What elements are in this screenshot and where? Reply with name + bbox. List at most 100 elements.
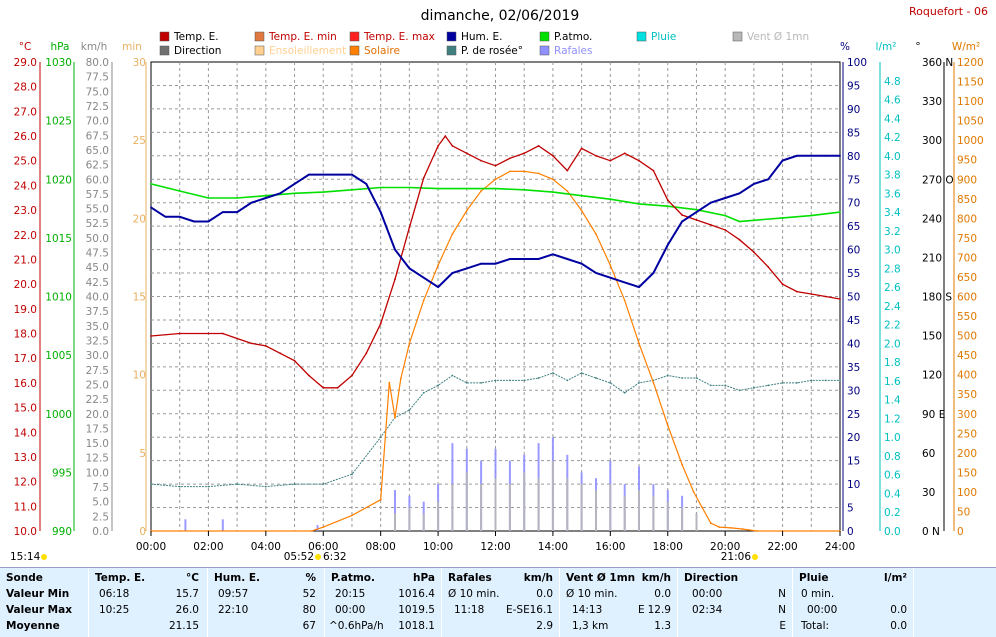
wind_kmh-tick-label: 47.5	[86, 248, 109, 260]
wind-bar	[551, 460, 554, 531]
temp_c-tick-label: 16.0	[14, 378, 37, 390]
series-point	[408, 226, 411, 229]
series-point	[465, 187, 468, 190]
series-point	[580, 372, 583, 374]
series-point	[810, 214, 813, 217]
series-point	[509, 170, 511, 173]
rain_lm2-tick-label: 3.8	[884, 170, 901, 182]
summary-sonde-title: Sonde	[6, 572, 43, 584]
temp_c-tick-label: 28.0	[14, 82, 37, 94]
direction_deg-tick-label: 30	[922, 487, 935, 499]
series-point	[351, 473, 353, 476]
wind-bar	[566, 478, 569, 531]
series-point	[451, 233, 454, 235]
humidity_pct-tick-label: 40	[847, 338, 860, 350]
series-point	[322, 483, 325, 485]
solar_wm2-tick-label: 850	[957, 194, 977, 206]
legend-label: Ensoleillement	[269, 45, 346, 57]
series-point	[236, 483, 239, 485]
wind_kmh-tick-label: 35.0	[86, 321, 109, 333]
series-point	[207, 332, 210, 335]
series-point	[422, 177, 425, 179]
series-point	[494, 164, 497, 167]
summary-patmo-title: P.atmo.	[331, 572, 376, 584]
series-point	[399, 377, 402, 380]
series-point	[638, 203, 640, 205]
series-point	[824, 154, 827, 157]
series-point	[221, 211, 224, 214]
series-point	[666, 244, 669, 246]
series-point	[437, 145, 439, 147]
summary-temp-avg-value: 21.15	[168, 620, 199, 632]
x-tick-label: 24:00	[825, 541, 855, 553]
solar_wm2-tick-label: 550	[957, 311, 977, 323]
summary-hum-max-value: 80	[302, 604, 316, 616]
series-point	[753, 219, 755, 222]
rain_lm2-tick-label: 1.6	[884, 376, 901, 388]
series-point	[422, 391, 425, 394]
humidity_pct-tick-label: 0	[847, 526, 854, 538]
summary-pluie-max-value: 0.0	[890, 604, 907, 616]
solar_wm2-tick-label: 400	[957, 370, 977, 382]
rain_lm2-tick-label: 1.4	[884, 395, 901, 407]
wind_kmh-tick-label: 2.5	[92, 511, 109, 523]
summary-direction-min-value: N	[778, 588, 786, 600]
marker-dot	[752, 554, 758, 560]
series-point	[465, 152, 468, 155]
direction_deg-tick-label: 120	[922, 370, 942, 382]
series-point	[824, 379, 827, 382]
humidity_pct-tick-label: 90	[847, 104, 860, 116]
wind_kmh-unit: km/h	[81, 41, 108, 53]
series-point	[178, 215, 181, 218]
x-tick-label: 18:00	[653, 541, 683, 553]
series-point	[293, 359, 296, 362]
wind-bar	[221, 519, 224, 531]
solar_wm2-tick-label: 450	[957, 350, 977, 362]
series-point	[178, 190, 181, 192]
series-point	[509, 379, 511, 382]
temp_c-tick-label: 18.0	[14, 329, 37, 341]
series-point	[695, 219, 698, 221]
humidity_pct-tick-label: 45	[847, 315, 860, 327]
summary-hum: Hum. E. % 09:57 52 22:10 80 67	[208, 568, 324, 637]
rain_lm2-tick-label: 4.2	[884, 132, 901, 144]
series-point	[394, 248, 396, 251]
series-point	[718, 526, 721, 528]
series-point	[709, 384, 712, 387]
series-point	[207, 220, 210, 223]
series-point	[293, 192, 296, 195]
summary-rafales: Rafales km/h Ø 10 min. 0.0 11:18 E-SE 16…	[442, 568, 559, 637]
humidity_pct-tick-label: 60	[847, 245, 860, 257]
series-point	[480, 190, 482, 192]
sun_min-tick-label: 15	[133, 292, 146, 304]
series-point	[351, 173, 353, 176]
legend-swatch	[254, 31, 265, 42]
summary-table: Sonde Valeur Min Valeur Max Moyenne Temp…	[0, 567, 996, 637]
series-point	[437, 187, 439, 190]
series-point	[709, 522, 712, 525]
series-point	[365, 352, 368, 355]
series-point	[552, 372, 554, 374]
series-point	[509, 157, 511, 160]
solar_wm2-tick-label: 1050	[957, 116, 984, 128]
series-point	[767, 384, 770, 387]
series-point	[451, 272, 454, 274]
summary-patmo-min-value: 1016.4	[398, 588, 435, 600]
series-point	[609, 264, 612, 267]
series-point	[422, 299, 425, 302]
legend-label: Vent Ø 1mn	[747, 31, 809, 43]
solar_wm2-tick-label: 350	[957, 389, 977, 401]
summary-hum-title: Hum. E.	[214, 572, 261, 584]
humidity_pct-tick-label: 85	[847, 127, 860, 139]
series-point	[250, 342, 253, 345]
temp_c-tick-label: 15.0	[14, 403, 37, 415]
wind_kmh-tick-label: 25.0	[86, 379, 109, 391]
time-marker-sunrise: 05:52	[284, 551, 314, 563]
rain_lm2-tick-label: 1.2	[884, 413, 901, 425]
direction_deg-tick-label: 210	[922, 252, 942, 264]
rain_lm2-tick-label: 2.2	[884, 320, 901, 332]
wind_kmh-tick-label: 5.0	[92, 497, 109, 509]
direction_deg-tick-label: 60	[922, 448, 935, 460]
series-point	[623, 299, 626, 302]
series-point	[724, 197, 727, 199]
